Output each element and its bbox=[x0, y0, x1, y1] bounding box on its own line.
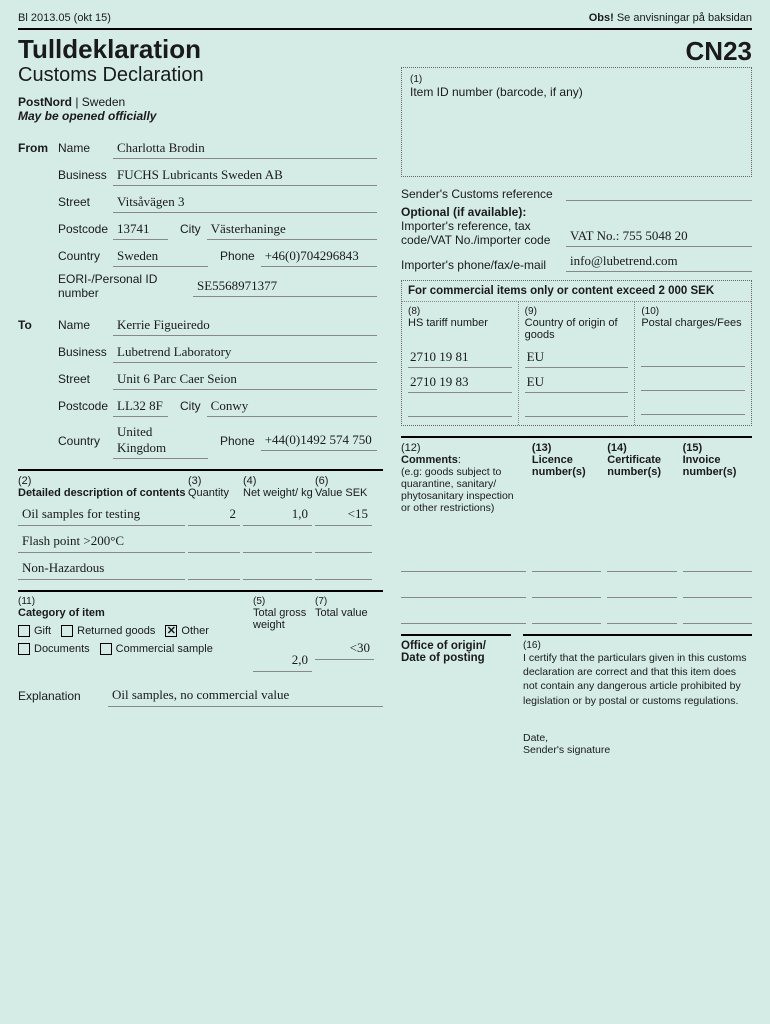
to-business[interactable]: Lubetrend Laboratory bbox=[113, 342, 377, 363]
from-street[interactable]: Vitsåvägen 3 bbox=[113, 192, 377, 213]
to-city[interactable]: Conwy bbox=[207, 396, 377, 417]
certificate-field[interactable] bbox=[607, 550, 676, 572]
from-postcode[interactable]: 13741 bbox=[113, 219, 168, 240]
obs-note: Obs! Se anvisningar på baksidan bbox=[589, 12, 752, 24]
content-row-1: Oil samples for testing 2 1,0 <15 bbox=[18, 503, 383, 526]
licence-field[interactable] bbox=[532, 550, 601, 572]
content-row-2: Flash point >200°C bbox=[18, 530, 383, 553]
contents-section: (2)Detailed description of contents (3)Q… bbox=[18, 469, 383, 580]
bottom-section: Office of origin/ Date of posting (16) I… bbox=[401, 634, 752, 756]
form-code: Bl 2013.05 (okt 15) bbox=[18, 12, 111, 24]
comments-field[interactable] bbox=[401, 550, 526, 572]
origin-2[interactable]: EU bbox=[525, 372, 629, 393]
from-eori[interactable]: SE5568971377 bbox=[193, 276, 377, 297]
chk-commercial[interactable]: Commercial sample bbox=[100, 643, 213, 655]
title-main: Tulldeklaration bbox=[18, 36, 204, 62]
to-country[interactable]: United Kingdom bbox=[113, 422, 208, 459]
from-name[interactable]: Charlotta Brodin bbox=[113, 138, 377, 159]
barcode-box: (1) Item ID number (barcode, if any) bbox=[401, 67, 752, 177]
hs-1[interactable]: 2710 19 81 bbox=[408, 347, 512, 368]
signature-label: Date, Sender's signature bbox=[523, 732, 752, 756]
top-meta: Bl 2013.05 (okt 15) Obs! Se anvisningar … bbox=[18, 12, 752, 24]
importer-contact-field[interactable]: info@lubetrend.com bbox=[566, 251, 752, 272]
title-sub: Customs Declaration bbox=[18, 64, 204, 87]
explanation-row: Explanation Oil samples, no commercial v… bbox=[18, 684, 383, 707]
refs-section: Sender's Customs reference Optional (if … bbox=[401, 187, 752, 272]
vat-field[interactable]: VAT No.: 755 5048 20 bbox=[566, 226, 752, 247]
to-phone[interactable]: +44(0)1492 574 750 bbox=[261, 430, 377, 451]
from-section: From Name Charlotta Brodin Business FUCH… bbox=[18, 137, 383, 300]
chk-returned[interactable]: Returned goods bbox=[61, 625, 155, 637]
origin-1[interactable]: EU bbox=[525, 347, 629, 368]
from-business[interactable]: FUCHS Lubricants Sweden AB bbox=[113, 165, 377, 186]
from-phone[interactable]: +46(0)704296843 bbox=[261, 246, 377, 267]
category-section: (11) Category of item Gift Returned good… bbox=[18, 590, 383, 672]
to-street[interactable]: Unit 6 Parc Caer Seion bbox=[113, 369, 377, 390]
chk-other[interactable]: ✕Other bbox=[165, 625, 209, 637]
total-weight[interactable]: 2,0 bbox=[253, 649, 312, 672]
commercial-box: For commercial items only or content exc… bbox=[401, 280, 752, 426]
from-country[interactable]: Sweden bbox=[113, 246, 208, 267]
chk-gift[interactable]: Gift bbox=[18, 625, 51, 637]
invoice-field[interactable] bbox=[683, 550, 752, 572]
postnord-block: PostNord | Sweden May be opened official… bbox=[18, 95, 383, 123]
extras-section: (12)Comments:(e.g: goods subject to quar… bbox=[401, 436, 752, 624]
explanation-field[interactable]: Oil samples, no commercial value bbox=[108, 684, 383, 707]
to-section: To Name Kerrie Figueiredo Business Lubet… bbox=[18, 314, 383, 459]
to-name[interactable]: Kerrie Figueiredo bbox=[113, 315, 377, 336]
chk-documents[interactable]: Documents bbox=[18, 643, 90, 655]
from-city[interactable]: Västerhaninge bbox=[207, 219, 377, 240]
total-value[interactable]: <30 bbox=[315, 637, 374, 660]
sender-ref-field[interactable] bbox=[566, 196, 752, 201]
content-row-3: Non-Hazardous bbox=[18, 557, 383, 580]
hs-2[interactable]: 2710 19 83 bbox=[408, 372, 512, 393]
form-type: CN23 bbox=[686, 36, 752, 66]
to-postcode[interactable]: LL32 8F bbox=[113, 396, 168, 417]
